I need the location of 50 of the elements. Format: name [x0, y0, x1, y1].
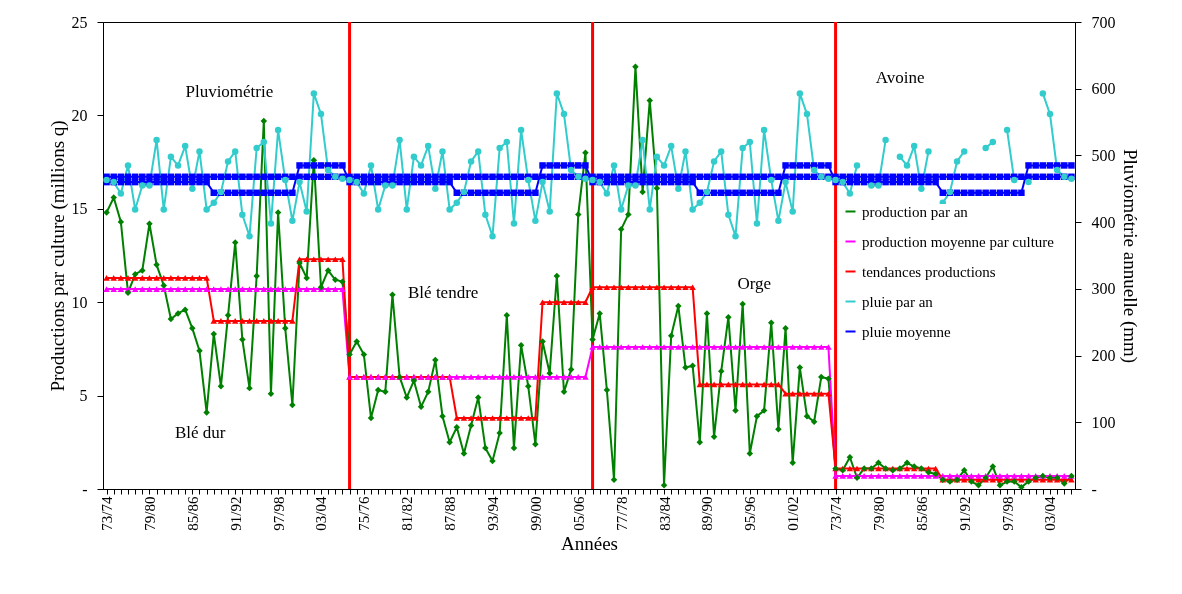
x-tick-label: 79/80 — [870, 496, 887, 531]
legend-label: tendances productions — [862, 263, 996, 280]
y-tick-label: 10 — [71, 293, 88, 311]
x-tick-label: 05/06 — [570, 496, 587, 531]
y-tick-label: 25 — [71, 13, 88, 31]
annotation: Blé dur — [174, 422, 226, 442]
x-tick-label: 89/90 — [699, 496, 716, 531]
x-tick-label: 93/94 — [485, 496, 502, 531]
x-tick-label: 91/92 — [227, 496, 244, 531]
y2-axis-title: Pluviométrie annuelle (mm) — [1118, 148, 1141, 364]
x-tick-label: 83/84 — [656, 496, 673, 531]
y2-tick-label: - — [1091, 480, 1097, 498]
x-tick-label: 99/00 — [527, 496, 544, 531]
x-tick-label: 03/04 — [1042, 496, 1059, 531]
y-axis-title: Productions par culture (millions q) — [46, 120, 69, 392]
annotation: Pluviométrie — [185, 82, 274, 102]
y2-tick-label: 600 — [1091, 80, 1116, 98]
legend-label: pluie moyenne — [862, 323, 952, 340]
annotation: Avoine — [875, 68, 925, 88]
x-tick-label: 73/74 — [99, 496, 116, 531]
y2-tick-label: 500 — [1091, 146, 1116, 164]
x-tick-label: 77/78 — [613, 496, 630, 531]
x-tick-label: 85/86 — [913, 496, 930, 531]
y2-tick-label: 200 — [1091, 347, 1116, 365]
y2-tick-label: 400 — [1091, 213, 1116, 231]
y2-tick-label: 700 — [1091, 13, 1116, 31]
x-tick-label: 79/80 — [141, 496, 158, 531]
x-tick-label: 03/04 — [313, 496, 330, 531]
legend-label: pluie par an — [862, 293, 934, 310]
x-tick-label: 97/98 — [270, 496, 287, 531]
y2-tick-label: 300 — [1091, 280, 1116, 298]
x-tick-label: 81/82 — [399, 496, 416, 531]
y-tick-label: - — [82, 480, 88, 498]
y-tick-label: 5 — [79, 387, 88, 405]
annotation: Orge — [737, 273, 772, 293]
x-tick-label: 91/92 — [956, 496, 973, 531]
x-tick-label: 73/74 — [828, 496, 845, 531]
x-tick-label: 95/96 — [742, 496, 759, 531]
y-tick-label: 15 — [71, 200, 88, 218]
x-tick-label: 87/88 — [442, 496, 459, 531]
y2-tick-label: 100 — [1091, 413, 1116, 431]
legend-label: production par an — [862, 203, 969, 220]
x-tick-label: 97/98 — [999, 496, 1016, 531]
x-axis-title: Années — [561, 532, 618, 554]
x-tick-label: 85/86 — [184, 496, 201, 531]
x-tick-label: 75/76 — [356, 496, 373, 531]
legend-label: production moyenne par culture — [862, 233, 1055, 250]
y-tick-label: 20 — [71, 106, 88, 124]
x-tick-label: 01/02 — [785, 496, 802, 531]
annotation: Blé tendre — [408, 282, 479, 302]
